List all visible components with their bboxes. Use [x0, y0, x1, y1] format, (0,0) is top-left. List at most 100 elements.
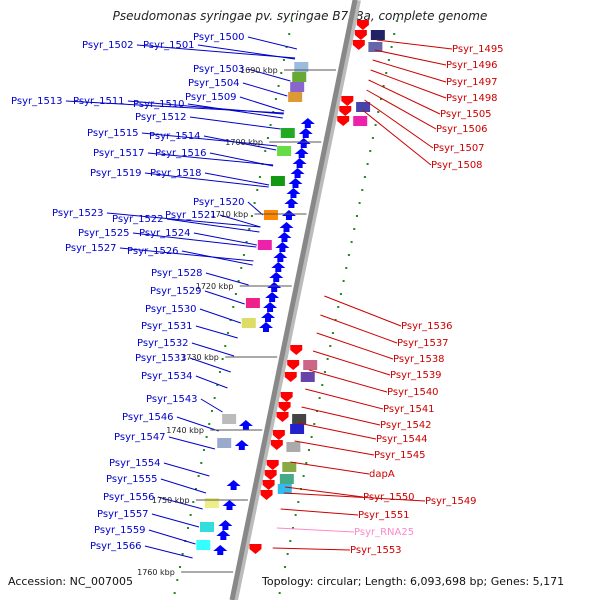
- forward-gene-arrow: [222, 500, 237, 510]
- topology-text: Topology: circular; Length: 6,093,698 bp…: [262, 575, 565, 588]
- gene-label-left: Psyr_1525: [78, 228, 130, 239]
- leader-line-left: [197, 44, 295, 60]
- tick-dot: [377, 111, 380, 113]
- gene-label-right: Psyr_1544: [376, 434, 428, 445]
- forward-gene-arrow: [261, 312, 276, 322]
- forward-gene-arrow: [290, 168, 305, 178]
- reverse-gene-arrow: [264, 470, 277, 480]
- gene-label-left: Psyr_1519: [90, 168, 142, 179]
- gene-label-right: Psyr_1538: [393, 354, 445, 365]
- forward-gene-arrow: [263, 302, 278, 312]
- leader-line-left: [144, 545, 193, 559]
- gene-feature-box: [370, 30, 385, 40]
- gene-feature-box: [277, 484, 292, 494]
- tick-dot: [289, 540, 292, 542]
- tick-dot: [382, 85, 385, 87]
- leader-line-left: [168, 436, 216, 450]
- leader-line-left: [119, 247, 254, 262]
- tick-dot: [350, 241, 353, 243]
- tick-dot: [363, 176, 366, 178]
- leader-line-right: [372, 59, 447, 83]
- tick-dot: [393, 33, 396, 35]
- tick-dot: [210, 410, 213, 412]
- gene-label-left: Psyr_1528: [151, 268, 203, 279]
- gene-label-right: dapA: [369, 469, 395, 480]
- leader-line-left: [247, 68, 291, 82]
- reverse-gene-arrow: [341, 96, 354, 106]
- gene-label-right: Psyr_1542: [380, 420, 432, 431]
- gene-feature-box: [280, 128, 295, 138]
- gene-feature-box: [368, 42, 383, 52]
- tick-dot: [240, 267, 243, 269]
- gene-label-left: Psyr_1521: [165, 210, 217, 221]
- gene-label-left: Psyr_1511: [73, 96, 125, 107]
- gene-label-right: Psyr_1539: [390, 370, 442, 381]
- tick-dot: [374, 124, 377, 126]
- tick-dot: [200, 462, 203, 464]
- forward-gene-arrow: [269, 272, 284, 282]
- forward-gene-arrow: [284, 198, 299, 208]
- gene-label-left: Psyr_1556: [103, 492, 155, 503]
- leader-line-right: [370, 69, 447, 99]
- tick-dot: [181, 553, 184, 555]
- tick-dot: [334, 319, 337, 321]
- gene-feature-box: [286, 442, 301, 452]
- forward-gene-arrow: [213, 545, 228, 555]
- reverse-gene-arrow: [278, 402, 291, 412]
- gene-label-left: Psyr_1555: [106, 474, 158, 485]
- tick-dot: [337, 306, 340, 308]
- tick-dot: [390, 46, 393, 48]
- tick-dot: [369, 150, 372, 152]
- leader-line-left: [191, 342, 235, 357]
- tick-dot: [237, 280, 240, 282]
- reverse-gene-arrow: [339, 106, 352, 116]
- gene-label-left: Psyr_1510: [133, 99, 185, 110]
- tick-dot: [221, 358, 224, 360]
- gene-feature-box: [356, 102, 371, 112]
- leader-line-right: [305, 388, 384, 410]
- gene-label-right: Psyr_1507: [433, 143, 485, 154]
- tick-dot: [290, 20, 293, 22]
- kbp-marker-label: 1710 kbp: [211, 210, 249, 219]
- leader-line-left: [205, 272, 249, 286]
- tick-dot: [385, 72, 388, 74]
- gene-label-left: Psyr_1523: [52, 208, 104, 219]
- gene-label-left: Psyr_1516: [155, 148, 207, 159]
- tick-dot: [280, 72, 283, 74]
- reverse-gene-arrow: [356, 20, 369, 30]
- tick-dot: [178, 566, 181, 568]
- tick-dot: [282, 59, 285, 61]
- kbp-markers: 1690 kbp 1700 kbp 1710 kbp 1720 kbp 1730 kbp…: [137, 66, 337, 577]
- gene-feature-box: [222, 414, 237, 424]
- leader-line-left: [187, 103, 283, 119]
- tick-dot: [277, 85, 280, 87]
- reverse-gene-arrow: [337, 116, 350, 126]
- tick-dot: [347, 254, 350, 256]
- forward-gene-arrow: [294, 148, 309, 158]
- leader-line-left: [204, 172, 270, 186]
- leader-line-right: [285, 486, 364, 498]
- gene-label-left: Psyr_1503: [193, 64, 245, 75]
- tick-dot: [302, 475, 305, 477]
- tick-dot: [192, 501, 195, 503]
- forward-gene-arrow: [279, 222, 294, 232]
- gene-label-left: Psyr_1509: [185, 92, 237, 103]
- tick-dot: [269, 124, 272, 126]
- tick-dot: [366, 163, 369, 165]
- gene-feature-box: [217, 438, 232, 448]
- leader-line-right: [376, 39, 453, 50]
- tick-dot: [326, 358, 329, 360]
- forward-gene-arrow: [234, 440, 249, 450]
- forward-gene-arrow: [298, 128, 313, 138]
- tick-dot: [294, 514, 297, 516]
- leader-line-left: [141, 132, 278, 147]
- forward-gene-arrow: [296, 138, 311, 148]
- gene-label-right: Psyr_1506: [436, 124, 488, 135]
- leader-line-right: [290, 461, 370, 475]
- gene-label-left: Psyr_1504: [188, 78, 240, 89]
- tick-dot: [258, 176, 261, 178]
- gene-label-left: Psyr_1543: [146, 394, 198, 405]
- leader-line-left: [203, 135, 277, 151]
